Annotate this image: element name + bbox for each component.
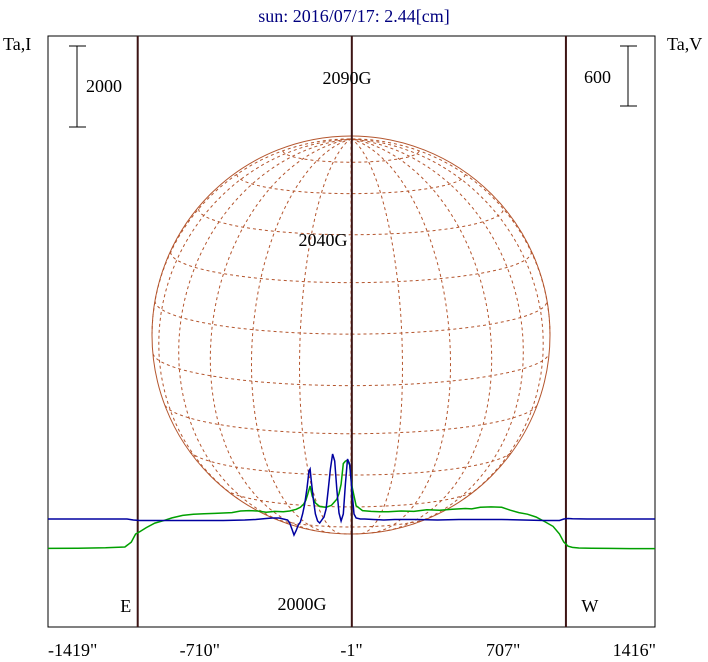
x-tick-label: -1" [340,640,362,660]
grid-meridian [350,138,452,534]
grid-meridian [298,138,352,535]
grid-meridian [151,138,352,336]
grid-meridian [209,138,352,532]
grid-meridian [350,138,524,525]
grid-meridian [350,138,404,535]
grid-parallel [236,174,466,195]
grid-meridian [158,138,352,500]
x-tick-label: -710" [180,640,220,660]
x-tick-label: 1416" [613,640,656,660]
annotation-2040g: 2040G [299,230,348,250]
chart-title: sun: 2016/07/17: 2.44[cm] [258,6,450,26]
x-tick-label: -1419" [48,640,97,660]
grid-meridian [250,138,352,534]
left-scale-value: 2000 [86,76,122,96]
left-scale-bar [69,45,86,128]
limb-label-east: E [120,596,131,616]
right-axis-label: Ta,V [667,34,702,54]
grid-meridian [350,138,551,336]
right-scale-bar [620,45,637,107]
x-tick-label: 707" [486,640,520,660]
annotation-2090g: 2090G [323,68,372,88]
grid-meridian [178,138,352,525]
limb-label-west: W [581,596,598,616]
series-line-V [48,453,655,537]
x-axis: -1419" -710" -1" 707" 1416" [48,640,656,660]
grid-meridian [350,138,493,532]
left-axis-label: Ta,I [3,34,31,54]
annotation-2000g: 2000G [278,594,327,614]
right-scale-value: 600 [584,67,611,87]
grid-parallel [274,518,428,528]
grid-meridian [350,138,544,500]
